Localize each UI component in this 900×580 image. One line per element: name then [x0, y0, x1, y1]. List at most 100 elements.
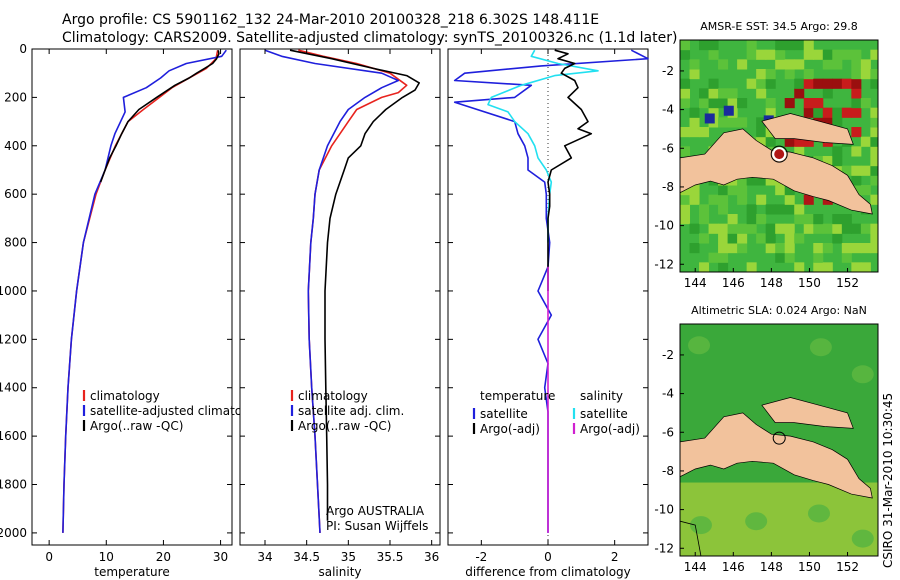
temperature-legend-label-1: satellite-adjusted climatolog — [90, 404, 260, 418]
sst-cell — [822, 49, 833, 60]
ytick-label-3: 600 — [4, 187, 27, 201]
temperature-series-2 — [99, 50, 220, 183]
sst-cell — [718, 262, 729, 272]
sst-cell — [832, 117, 843, 128]
sla-blob-3 — [851, 529, 874, 548]
sst-cell — [689, 59, 700, 70]
sst-cell — [832, 156, 843, 167]
sst-cell — [784, 233, 795, 244]
sst-cell — [822, 262, 833, 272]
salinity-xtick-label-3: 35.5 — [377, 550, 404, 564]
sst_map-ytick-label-4: -10 — [654, 219, 674, 233]
sst-cell — [794, 59, 805, 70]
sla-blob-6 — [688, 336, 711, 355]
sst-cell — [784, 252, 795, 263]
sst-cell — [784, 194, 795, 205]
sst-cell — [756, 233, 767, 244]
sst-cell — [756, 78, 767, 89]
temperature-xtick-label-0: 0 — [45, 550, 53, 564]
sst-cell — [870, 243, 878, 254]
sst-cell — [832, 223, 843, 234]
sst-cell — [822, 88, 833, 99]
sst-cell — [784, 136, 795, 147]
sst-cell — [794, 233, 805, 244]
sst-cell — [841, 165, 852, 176]
temperature-xlabel: temperature — [94, 565, 169, 579]
sst-cell — [813, 243, 824, 254]
sst-cell — [870, 69, 878, 80]
sst-cell — [689, 243, 700, 254]
sst-cell — [708, 40, 719, 51]
sst-cell — [822, 78, 833, 89]
temperature-legend-label-2: Argo(..raw -QC) — [90, 419, 183, 433]
sst-cell — [841, 243, 852, 254]
sla_map-land-new-guinea — [680, 412, 873, 499]
sst-cell — [851, 107, 862, 118]
sst-cell — [727, 223, 738, 234]
sst_map-land-new-guinea — [680, 128, 873, 215]
sst-cell — [851, 146, 862, 157]
sst-cell — [775, 185, 786, 196]
sst-cell — [689, 127, 700, 138]
sst-cell — [775, 223, 786, 234]
salinity-plot-frame — [239, 48, 441, 546]
sst-cell — [803, 223, 814, 234]
sst-cell — [870, 78, 878, 89]
sst-cell — [784, 59, 795, 70]
sst-cell — [784, 98, 795, 109]
difference-xtick-label-0: -2 — [475, 550, 487, 564]
sst-cell — [718, 194, 729, 205]
sst-cell — [756, 69, 767, 80]
sst-cell — [746, 223, 757, 234]
sla_map-ytick-label-0: -2 — [662, 348, 674, 362]
sst-cell — [851, 262, 862, 272]
sst_map-argo-marker — [772, 147, 787, 162]
sst-cell — [718, 223, 729, 234]
ytick-label-5: 1000 — [0, 284, 27, 298]
sst-cell — [870, 49, 878, 60]
ytick-label-4: 800 — [4, 236, 27, 250]
sst_map-ytick-label-3: -8 — [662, 180, 674, 194]
sst-cell — [803, 136, 814, 147]
salinity-legend-label-2: Argo(..raw -QC) — [298, 419, 391, 433]
sst-cell — [775, 204, 786, 215]
sla-blob-0 — [689, 516, 712, 535]
sla-blob-5 — [851, 365, 874, 384]
sst-cell — [699, 214, 710, 225]
sst-cell — [822, 117, 833, 128]
sst-cell — [737, 117, 748, 128]
credit-label: CSIRO 31-Mar-2010 10:30:45 — [881, 393, 895, 568]
sla_map-land-new-britain — [761, 397, 854, 429]
difference-xtick-label-2: 2 — [611, 550, 619, 564]
sst-cell — [689, 223, 700, 234]
sst-cell — [746, 40, 757, 51]
sst-cell — [775, 49, 786, 60]
ytick-label-9: 1800 — [0, 478, 27, 492]
salinity-xtick-label-0: 34 — [257, 550, 272, 564]
sst-cell — [794, 262, 805, 272]
sst_map-xtick-label-3: 150 — [798, 276, 821, 290]
sst-cell — [784, 223, 795, 234]
sst-cell — [832, 59, 843, 70]
sst-cell — [727, 243, 738, 254]
sst-cell — [870, 117, 878, 128]
temperature-xtick-label-1: 10 — [99, 550, 114, 564]
sst-cell — [803, 214, 814, 225]
sst-cell — [832, 49, 843, 60]
sst-cell — [813, 98, 824, 109]
sst-cell — [756, 194, 767, 205]
sst-cell — [851, 59, 862, 70]
sst-cell — [851, 127, 862, 138]
sst-cell — [803, 194, 814, 205]
difference-series-1 — [487, 49, 599, 243]
sla_map-ytick-label-3: -8 — [662, 464, 674, 478]
sst-cell — [794, 40, 805, 51]
sst-cell — [794, 88, 805, 99]
sst-cell — [765, 98, 776, 109]
sst-cell — [860, 262, 871, 272]
sst-cell — [727, 88, 738, 99]
sst-cell — [746, 262, 757, 272]
sst-cell — [851, 49, 862, 60]
sst-cell — [860, 98, 871, 109]
